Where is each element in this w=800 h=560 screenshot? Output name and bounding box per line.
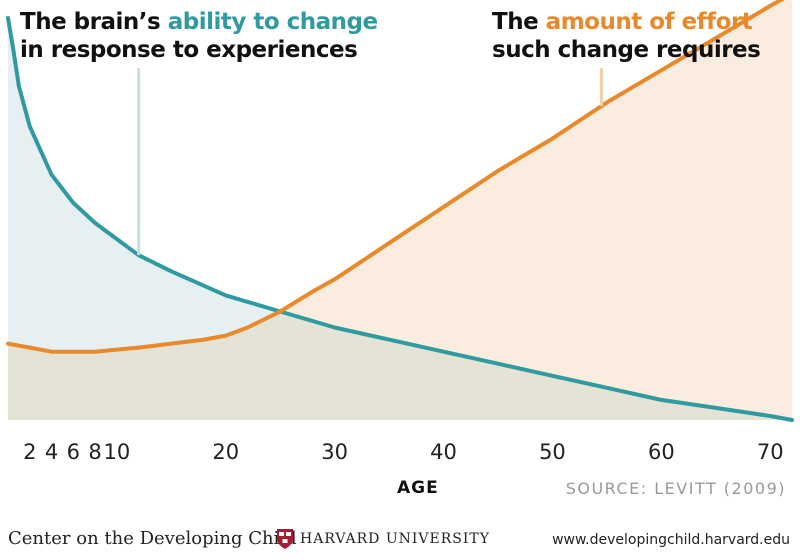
footer-center-name: Center on the Developing Child <box>8 528 297 549</box>
title-left-line2: in response to experiences <box>20 37 358 63</box>
title-right: The amount of effort such change require… <box>492 8 761 64</box>
x-tick-label: 6 <box>66 440 81 464</box>
title-right-line1-prefix: The <box>492 9 546 35</box>
x-tick-label: 10 <box>103 440 131 464</box>
source-note: SOURCE: LEVITT (2009) <box>565 479 786 498</box>
x-tick-label: 70 <box>756 440 784 464</box>
footer-harvard: HARVARD UNIVERSITY <box>300 531 490 547</box>
title-left-highlight: ability to change <box>167 9 378 35</box>
title-left-line1-prefix: The brain’s <box>20 9 168 35</box>
harvard-shield-icon <box>277 529 293 549</box>
title-right-highlight: amount of effort <box>545 9 753 35</box>
x-tick-label: 60 <box>647 440 675 464</box>
callout-pointers <box>137 68 603 256</box>
ability-area-fill <box>8 18 792 420</box>
x-tick-label: 20 <box>212 440 240 464</box>
x-axis-label: AGE <box>397 478 439 498</box>
x-tick-label: 50 <box>539 440 566 464</box>
x-tick-label: 4 <box>44 440 59 464</box>
x-tick-label: 40 <box>430 440 457 464</box>
title-left: The brain’s ability to change in respons… <box>20 8 378 64</box>
x-tick-label: 30 <box>321 440 349 464</box>
series-lines <box>6 0 794 422</box>
effort-area-fill <box>8 0 792 420</box>
ability-line <box>6 16 794 422</box>
footer-url[interactable]: www.developingchild.harvard.edu <box>552 532 790 548</box>
x-tick-label: 8 <box>88 440 102 464</box>
area-fills <box>8 0 792 420</box>
overlap-area-fill <box>8 311 792 420</box>
title-right-line2: such change requires <box>492 37 761 63</box>
effort-line <box>6 0 786 354</box>
x-tick-label: 2 <box>23 440 37 464</box>
